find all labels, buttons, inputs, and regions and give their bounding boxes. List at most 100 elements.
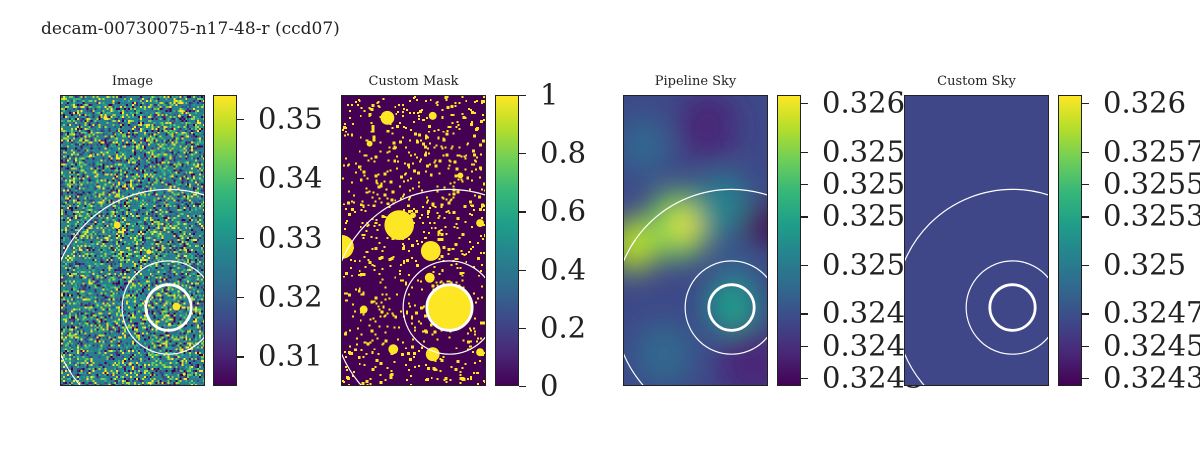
panel-title: Image xyxy=(111,74,154,89)
outer-annulus xyxy=(61,188,204,385)
colorbar-tick-label: 0.326 xyxy=(1103,85,1187,120)
colorbar-tick-label: 0.3257 xyxy=(1103,134,1200,169)
mask-blob xyxy=(388,344,399,355)
colorbar-tick-label: 0.33 xyxy=(258,220,323,255)
colorbar-tick-label: 0.3255 xyxy=(1103,166,1200,201)
panel-title: Custom Sky xyxy=(937,74,1016,89)
colorbar-tick-label: 1 xyxy=(540,77,559,112)
heatmap-image xyxy=(341,95,486,386)
inner-annulus xyxy=(965,260,1048,355)
colorbar-tick-label: 0.4 xyxy=(540,252,587,287)
colorbar-tick xyxy=(801,151,808,153)
colorbar-tick-label: 0.6 xyxy=(540,193,587,228)
colorbar-tick xyxy=(519,327,526,330)
star xyxy=(172,302,181,311)
heatmap-image xyxy=(904,95,1049,386)
heatmap-svg xyxy=(342,96,485,385)
colorbar-tick xyxy=(519,269,526,271)
colorbar-tick xyxy=(1082,216,1089,218)
aperture-circle xyxy=(988,283,1037,332)
star xyxy=(146,249,152,255)
star xyxy=(103,115,108,120)
colorbar-tick xyxy=(801,216,808,218)
star xyxy=(177,114,181,118)
mask-blob xyxy=(425,347,440,362)
colorbar-tick-label: 0.3253 xyxy=(1103,198,1200,233)
colorbar-tick xyxy=(1082,183,1089,186)
colorbar-tick-label: 0.2 xyxy=(540,310,587,345)
colorbar-tick xyxy=(237,178,244,180)
colorbar-tick-label: 0.31 xyxy=(258,338,323,373)
colorbar-tick xyxy=(237,356,244,358)
aperture-circle xyxy=(425,283,474,332)
star xyxy=(113,221,121,229)
colorbar-tick-label: 0.326 xyxy=(822,85,906,120)
colorbar-tick xyxy=(1082,377,1089,380)
panel-title: Pipeline Sky xyxy=(654,74,737,89)
colorbar xyxy=(213,95,237,386)
colorbar-tick-label: 0.3247 xyxy=(1103,295,1200,330)
inner-annulus xyxy=(402,260,485,355)
colorbar-tick-label: 0.3245 xyxy=(1103,328,1200,363)
colorbar-tick xyxy=(801,313,808,315)
mask-blob xyxy=(366,140,373,147)
colorbar-tick-label: 0.325 xyxy=(822,247,906,282)
heatmap-svg xyxy=(61,96,204,385)
colorbar-tick-label: 0.3243 xyxy=(1103,360,1200,395)
mask-blob xyxy=(380,110,395,125)
outer-annulus xyxy=(624,188,767,385)
mask-blob xyxy=(359,305,368,314)
colorbar-tick-label: 0.35 xyxy=(258,101,323,136)
mask-blob xyxy=(384,210,414,241)
mask-blob xyxy=(476,219,485,228)
star xyxy=(128,362,132,366)
colorbar-tick xyxy=(801,345,808,347)
colorbar xyxy=(777,95,801,386)
colorbar-tick xyxy=(801,183,808,186)
inner-annulus xyxy=(684,260,767,355)
outer-annulus xyxy=(342,188,485,385)
mask-blob xyxy=(410,212,416,219)
star xyxy=(182,372,186,376)
colorbar xyxy=(1058,95,1082,386)
colorbar-tick xyxy=(801,264,808,267)
colorbar-tick-label: 0 xyxy=(540,368,559,403)
aperture-circle xyxy=(707,283,756,332)
colorbar-tick xyxy=(1082,313,1089,315)
inner-annulus xyxy=(121,260,204,355)
star xyxy=(168,322,171,326)
mask-blob xyxy=(427,283,474,330)
outer-annulus xyxy=(905,188,1048,385)
colorbar-tick-label: 0.32 xyxy=(258,279,323,314)
star xyxy=(89,154,93,158)
mask-blob xyxy=(476,348,485,357)
heatmap-svg xyxy=(624,96,767,385)
colorbar xyxy=(495,95,519,386)
colorbar-tick xyxy=(519,95,526,97)
colorbar-tick xyxy=(519,211,526,213)
colorbar-tick xyxy=(1082,345,1089,347)
heatmap-svg xyxy=(905,96,1048,385)
colorbar-tick xyxy=(237,237,244,239)
colorbar-tick-label: 0.34 xyxy=(258,160,323,195)
panel-title: Custom Mask xyxy=(368,74,459,89)
figure-title: decam-00730075-n17-48-r (ccd07) xyxy=(41,19,340,39)
heatmap-image xyxy=(623,95,768,386)
colorbar-tick xyxy=(519,386,526,388)
star xyxy=(74,333,77,336)
colorbar-tick xyxy=(237,118,244,121)
colorbar-tick-label: 0.8 xyxy=(540,135,587,170)
colorbar-tick xyxy=(1082,103,1089,105)
colorbar-tick-label: 0.325 xyxy=(1103,247,1187,282)
colorbar-tick xyxy=(801,377,808,380)
aperture-circle xyxy=(144,283,193,332)
colorbar-tick xyxy=(237,296,244,299)
colorbar-tick xyxy=(519,153,526,155)
mask-blob xyxy=(424,272,435,283)
colorbar-tick xyxy=(801,103,808,105)
mask-blob xyxy=(428,111,437,120)
heatmap-image xyxy=(60,95,205,386)
colorbar-tick xyxy=(1082,151,1089,153)
mask-blob xyxy=(457,172,464,179)
mask-blob xyxy=(420,240,441,261)
